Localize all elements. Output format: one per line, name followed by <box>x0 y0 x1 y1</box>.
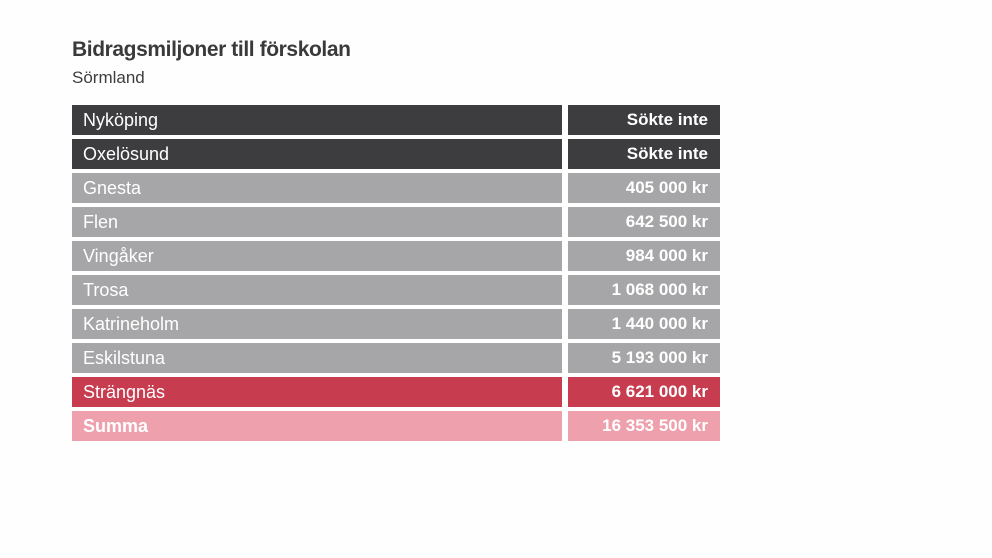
table-row: Flen 642 500 kr <box>72 207 720 237</box>
amount-value: 1 440 000 kr <box>568 309 720 339</box>
table-row: Katrineholm 1 440 000 kr <box>72 309 720 339</box>
amount-value: 5 193 000 kr <box>568 343 720 373</box>
amount-value: 405 000 kr <box>568 173 720 203</box>
chart-subtitle: Sörmland <box>72 68 145 87</box>
municipality-name: Oxelösund <box>72 139 562 169</box>
amount-value: Sökte inte <box>568 105 720 135</box>
data-table: Nyköping Sökte inte Oxelösund Sökte inte Gne… <box>72 105 720 445</box>
municipality-name: Strängnäs <box>72 377 562 407</box>
municipality-name: Nyköping <box>72 105 562 135</box>
municipality-name: Katrineholm <box>72 309 562 339</box>
table-row: Vingåker 984 000 kr <box>72 241 720 271</box>
table-row: Nyköping Sökte inte <box>72 105 720 135</box>
table-row: Oxelösund Sökte inte <box>72 139 720 169</box>
municipality-name: Summa <box>72 411 562 441</box>
municipality-name: Gnesta <box>72 173 562 203</box>
amount-value: 16 353 500 kr <box>568 411 720 441</box>
amount-value: 1 068 000 kr <box>568 275 720 305</box>
table-row: Strängnäs 6 621 000 kr <box>72 377 720 407</box>
municipality-name: Flen <box>72 207 562 237</box>
municipality-name: Eskilstuna <box>72 343 562 373</box>
chart-title: Bidragsmiljoner till förskolan <box>72 38 351 61</box>
municipality-name: Trosa <box>72 275 562 305</box>
total-row: Summa 16 353 500 kr <box>72 411 720 441</box>
table-row: Gnesta 405 000 kr <box>72 173 720 203</box>
amount-value: 642 500 kr <box>568 207 720 237</box>
table-row: Trosa 1 068 000 kr <box>72 275 720 305</box>
amount-value: 984 000 kr <box>568 241 720 271</box>
amount-value: 6 621 000 kr <box>568 377 720 407</box>
municipality-name: Vingåker <box>72 241 562 271</box>
amount-value: Sökte inte <box>568 139 720 169</box>
table-row: Eskilstuna 5 193 000 kr <box>72 343 720 373</box>
